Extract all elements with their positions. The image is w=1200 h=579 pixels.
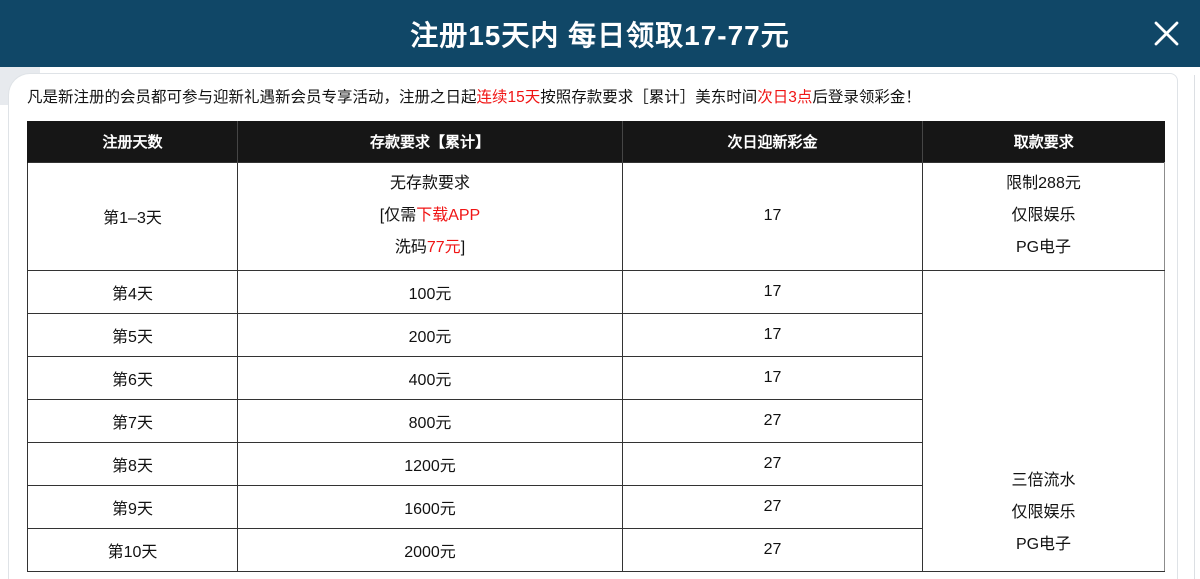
text-segment: 按照存款要求［累计］美东时间 xyxy=(540,89,758,106)
deposit-cell: 200元 xyxy=(237,312,623,357)
deposit-line: 无存款要求 xyxy=(238,168,622,200)
withdraw-line: 限制288元 xyxy=(1006,175,1081,192)
highlighted-text: 连续15天 xyxy=(476,89,541,106)
table-row: 第7天 800元 27 xyxy=(27,398,1165,443)
day-cell: 第5天 xyxy=(27,312,238,357)
header-cell-withdraw: 取款要求 xyxy=(922,121,1165,162)
table-row: 第6天 400元 17 xyxy=(27,355,1165,400)
header-cell-days: 注册天数 xyxy=(27,121,238,162)
table-row: 第10天 2000元 27 xyxy=(27,527,1165,572)
scrollbar-track[interactable] xyxy=(1194,75,1195,579)
bonus-cell: 17 xyxy=(622,312,923,357)
bonus-cell: 27 xyxy=(622,484,923,529)
bonus-cell: 17 xyxy=(622,269,923,314)
deposit-cell: 1200元 xyxy=(237,441,623,486)
day-cell: 第7天 xyxy=(27,398,238,443)
day-cell: 第8天 xyxy=(27,441,238,486)
deposit-cell: 1600元 xyxy=(237,484,623,529)
bonus-cell: 17 xyxy=(622,355,923,400)
highlighted-text: 次日3点 xyxy=(757,89,813,106)
withdraw-line: 仅限娱乐 xyxy=(1011,207,1076,224)
withdraw-line: PG电子 xyxy=(1015,239,1072,256)
highlighted-text: 77元 xyxy=(426,239,461,256)
text-segment: ] xyxy=(460,239,466,256)
table-row: 第5天 200元 17 xyxy=(27,312,1165,357)
promo-table: 注册天数 存款要求【累计】 次日迎新彩金 取款要求 第1–3天 无存款要求 [仅需下… xyxy=(27,121,1165,572)
bonus-cell: 27 xyxy=(622,441,923,486)
deposit-line: 洗码77元] xyxy=(238,232,622,264)
withdraw-line: 三倍流水 xyxy=(1011,471,1076,489)
day-cell: 第4天 xyxy=(27,269,238,314)
table-row: 第1–3天 无存款要求 [仅需下载APP 洗码77元] 17 限制288元 仅限娱乐 PG电子 xyxy=(27,161,1165,271)
deposit-cell: 2000元 xyxy=(237,527,623,572)
bonus-cell: 27 xyxy=(622,527,923,572)
withdraw-merged-cell: 三倍流水仅限娱乐 PG电子 xyxy=(922,269,1165,572)
page-body: 凡是新注册的会员都可参与迎新礼遇新会员专享活动，注册之日起连续15天按照存款要求… xyxy=(0,67,1200,579)
text-segment: 无存款要求 xyxy=(389,175,470,192)
withdraw-line: 仅限娱乐 xyxy=(1011,503,1076,521)
text-segment: [仅需 xyxy=(379,207,417,224)
text-segment: 洗码 xyxy=(394,239,427,256)
text-segment: 后登录领彩金！ xyxy=(812,89,921,106)
deposit-cell: 400元 xyxy=(237,355,623,400)
highlighted-text: 下载APP xyxy=(416,207,481,224)
deposit-line: [仅需下载APP xyxy=(238,200,622,232)
table-row: 第9天 1600元 27 xyxy=(27,484,1165,529)
promo-table-head: 注册天数 存款要求【累计】 次日迎新彩金 取款要求 xyxy=(27,121,1165,162)
withdraw-cell: 限制288元 仅限娱乐 PG电子 xyxy=(922,161,1165,271)
bonus-cell: 17 xyxy=(622,161,923,271)
bonus-cell: 27 xyxy=(622,398,923,443)
modal-title: 注册15天内 每日领取17-77元 xyxy=(410,19,790,51)
day-cell: 第9天 xyxy=(27,484,238,529)
header-row: 注册天数 存款要求【累计】 次日迎新彩金 取款要求 xyxy=(27,121,1165,162)
modal-header: 注册15天内 每日领取17-77元 xyxy=(0,0,1200,67)
day-cell: 第1–3天 xyxy=(27,161,238,271)
promo-description: 凡是新注册的会员都可参与迎新礼遇新会员专享活动，注册之日起连续15天按照存款要求… xyxy=(27,88,1177,108)
content-card: 凡是新注册的会员都可参与迎新礼遇新会员专享活动，注册之日起连续15天按照存款要求… xyxy=(8,73,1178,579)
close-button[interactable] xyxy=(1144,12,1188,56)
day-cell: 第6天 xyxy=(27,355,238,400)
deposit-cell: 100元 xyxy=(237,269,623,314)
text-segment: 凡是新注册的会员都可参与迎新礼遇新会员专享活动，注册之日起 xyxy=(27,89,477,106)
promo-table-body: 第1–3天 无存款要求 [仅需下载APP 洗码77元] 17 限制288元 仅限娱乐 PG电子… xyxy=(27,161,1165,572)
withdraw-line: PG电子 xyxy=(1015,535,1072,553)
header-cell-deposit: 存款要求【累计】 xyxy=(237,121,623,162)
table-row: 第4天 100元 17 三倍流水 仅限娱乐 PG电子 xyxy=(27,269,1165,572)
close-icon xyxy=(1150,17,1183,50)
table-row: 第8天 1200元 27 xyxy=(27,441,1165,486)
deposit-cell: 800元 xyxy=(237,398,623,443)
header-cell-bonus: 次日迎新彩金 xyxy=(622,121,923,162)
deposit-cell: 无存款要求 [仅需下载APP 洗码77元] xyxy=(237,161,623,271)
day-cell: 第10天 xyxy=(27,527,238,572)
